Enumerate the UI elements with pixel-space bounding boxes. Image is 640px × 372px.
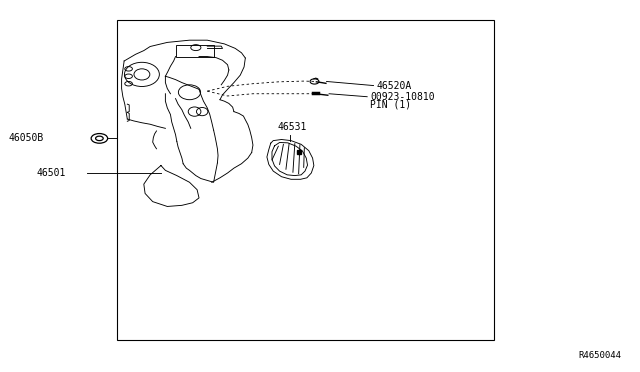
Bar <box>116 20 494 340</box>
Text: 00923-10810: 00923-10810 <box>371 93 435 102</box>
Text: 46520A: 46520A <box>377 81 412 91</box>
Text: 46501: 46501 <box>36 168 66 178</box>
Text: 46531: 46531 <box>277 122 307 132</box>
Text: PIN (1): PIN (1) <box>371 100 412 110</box>
Text: R4650044: R4650044 <box>578 351 621 360</box>
Text: 46050B: 46050B <box>8 134 44 143</box>
